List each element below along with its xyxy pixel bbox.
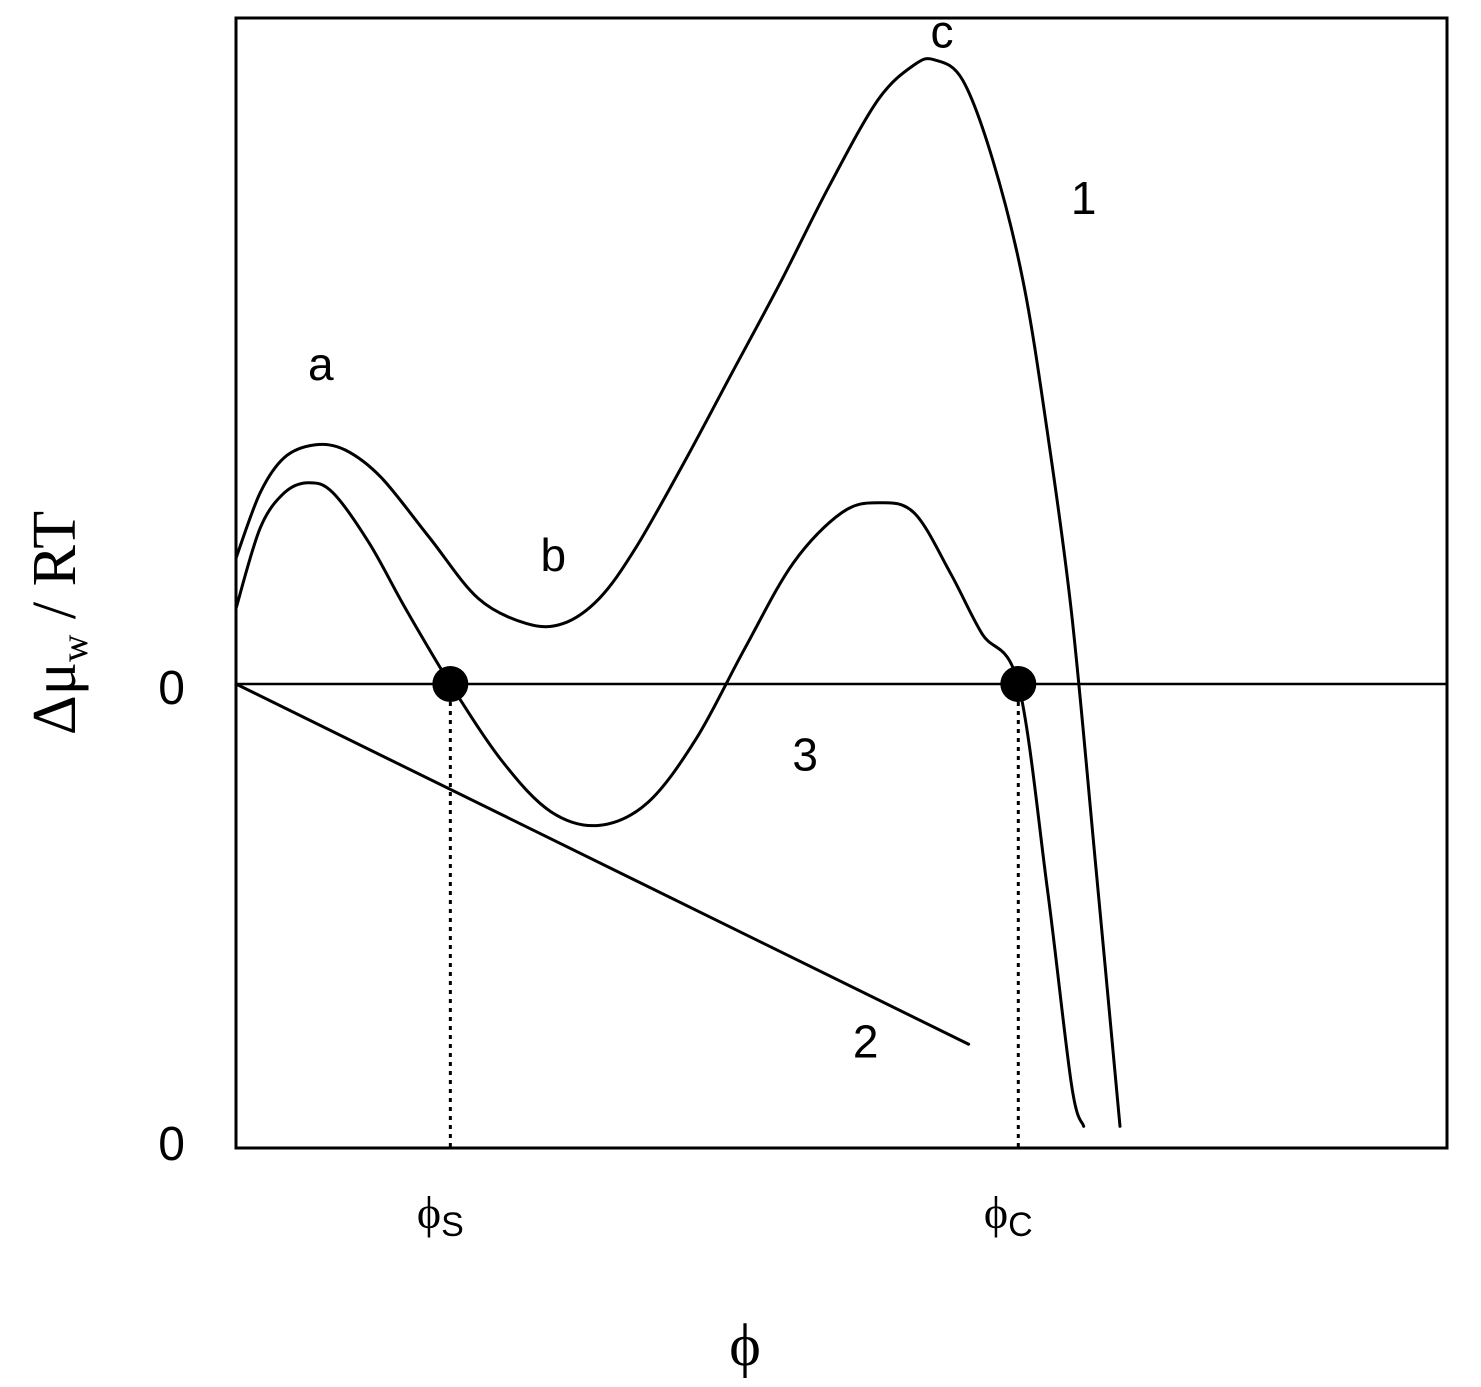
y-tick-label-1: 0 bbox=[158, 662, 185, 715]
x-tick-subscript-2: C bbox=[1008, 1206, 1033, 1244]
y-axis-label-suffix: / RT bbox=[21, 511, 89, 635]
x-axis-label: ϕ bbox=[729, 1312, 761, 1378]
intersection-point-1 bbox=[432, 666, 469, 702]
intersection-point-2 bbox=[1000, 666, 1037, 702]
x-tick-label-1: ϕS bbox=[417, 1187, 464, 1244]
point-label-a: a bbox=[308, 338, 334, 390]
curve-label-1: 1 bbox=[1071, 172, 1097, 224]
point-label-b: b bbox=[540, 529, 566, 581]
curve-label-3: 3 bbox=[792, 728, 818, 780]
y-axis-label-prefix: Δμ bbox=[21, 662, 89, 735]
curve-label-2: 2 bbox=[853, 1016, 879, 1068]
plot-frame bbox=[234, 16, 1449, 1150]
series-1-line bbox=[234, 57, 1122, 1128]
series-3-line bbox=[234, 481, 1086, 1128]
point-label-c: c bbox=[931, 6, 954, 58]
y-axis-label-subscript: w bbox=[54, 634, 96, 662]
series-2-line bbox=[234, 682, 971, 1046]
y-axis-label: Δμw / RT bbox=[21, 511, 96, 735]
x-tick-symbol-2: ϕ bbox=[984, 1187, 1008, 1238]
x-tick-symbol-1: ϕ bbox=[417, 1187, 441, 1238]
x-tick-subscript-1: S bbox=[441, 1206, 464, 1244]
x-tick-label-2: ϕC bbox=[984, 1187, 1033, 1244]
y-tick-label-2: 0 bbox=[158, 1118, 185, 1171]
